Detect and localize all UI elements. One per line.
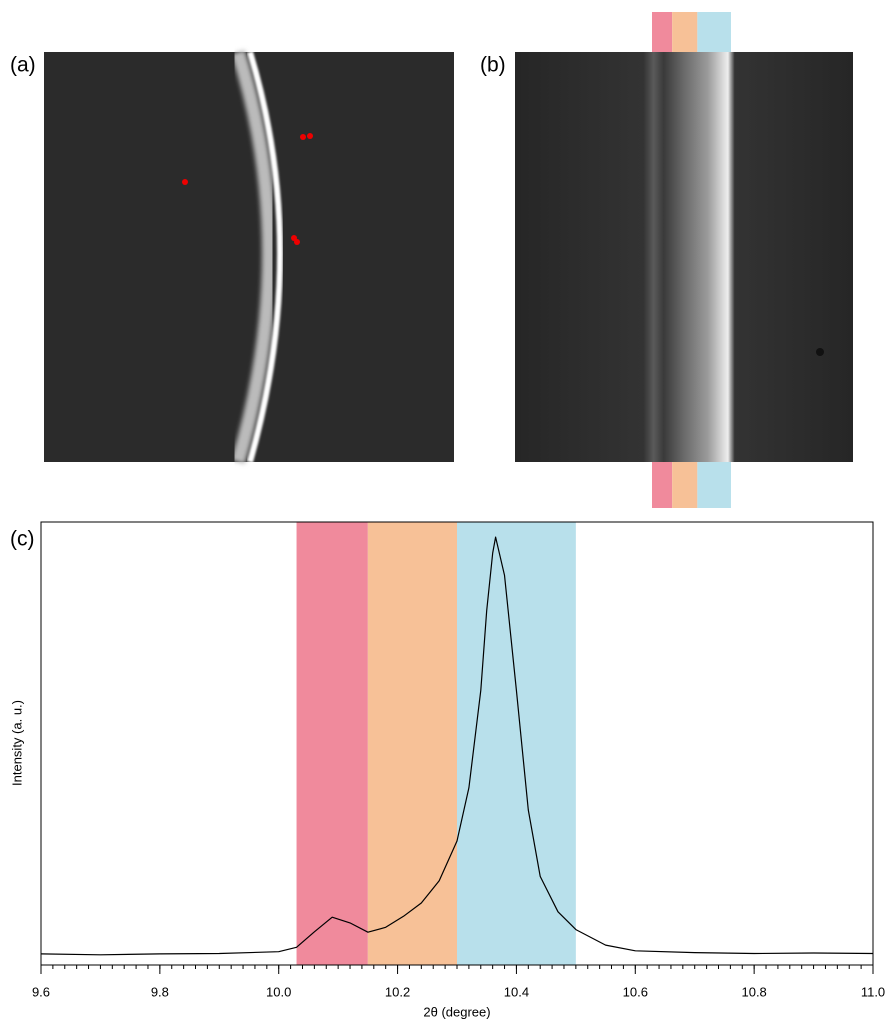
band-strip [672, 462, 698, 508]
x-tick-label: 9.8 [151, 984, 169, 999]
band-strip [652, 12, 673, 52]
intensity-line [40, 536, 874, 956]
band [457, 522, 576, 965]
band-strip [652, 462, 673, 508]
x-tick-label: 11.0 [861, 984, 885, 999]
x-tick-label: 10.6 [623, 984, 648, 999]
panel-label: (c) [10, 528, 35, 551]
band-strip [697, 12, 731, 52]
image-b [515, 52, 853, 462]
x-tick-label: 10.8 [741, 984, 766, 999]
x-tick-label: 10.0 [266, 984, 291, 999]
band [367, 522, 457, 965]
band-strip [697, 462, 731, 508]
x-axis-label: 2θ (degree) [423, 1004, 490, 1019]
x-tick-label: 10.4 [504, 984, 529, 999]
x-tick-label: 9.6 [32, 984, 50, 999]
panel-label: (b) [480, 54, 506, 77]
y-axis-label: Intensity (a. u.) [9, 700, 24, 786]
image-a [44, 49, 454, 464]
x-tick-label: 10.2 [385, 984, 410, 999]
band-strip [672, 12, 698, 52]
panel-label: (a) [10, 54, 36, 77]
band [296, 522, 368, 965]
